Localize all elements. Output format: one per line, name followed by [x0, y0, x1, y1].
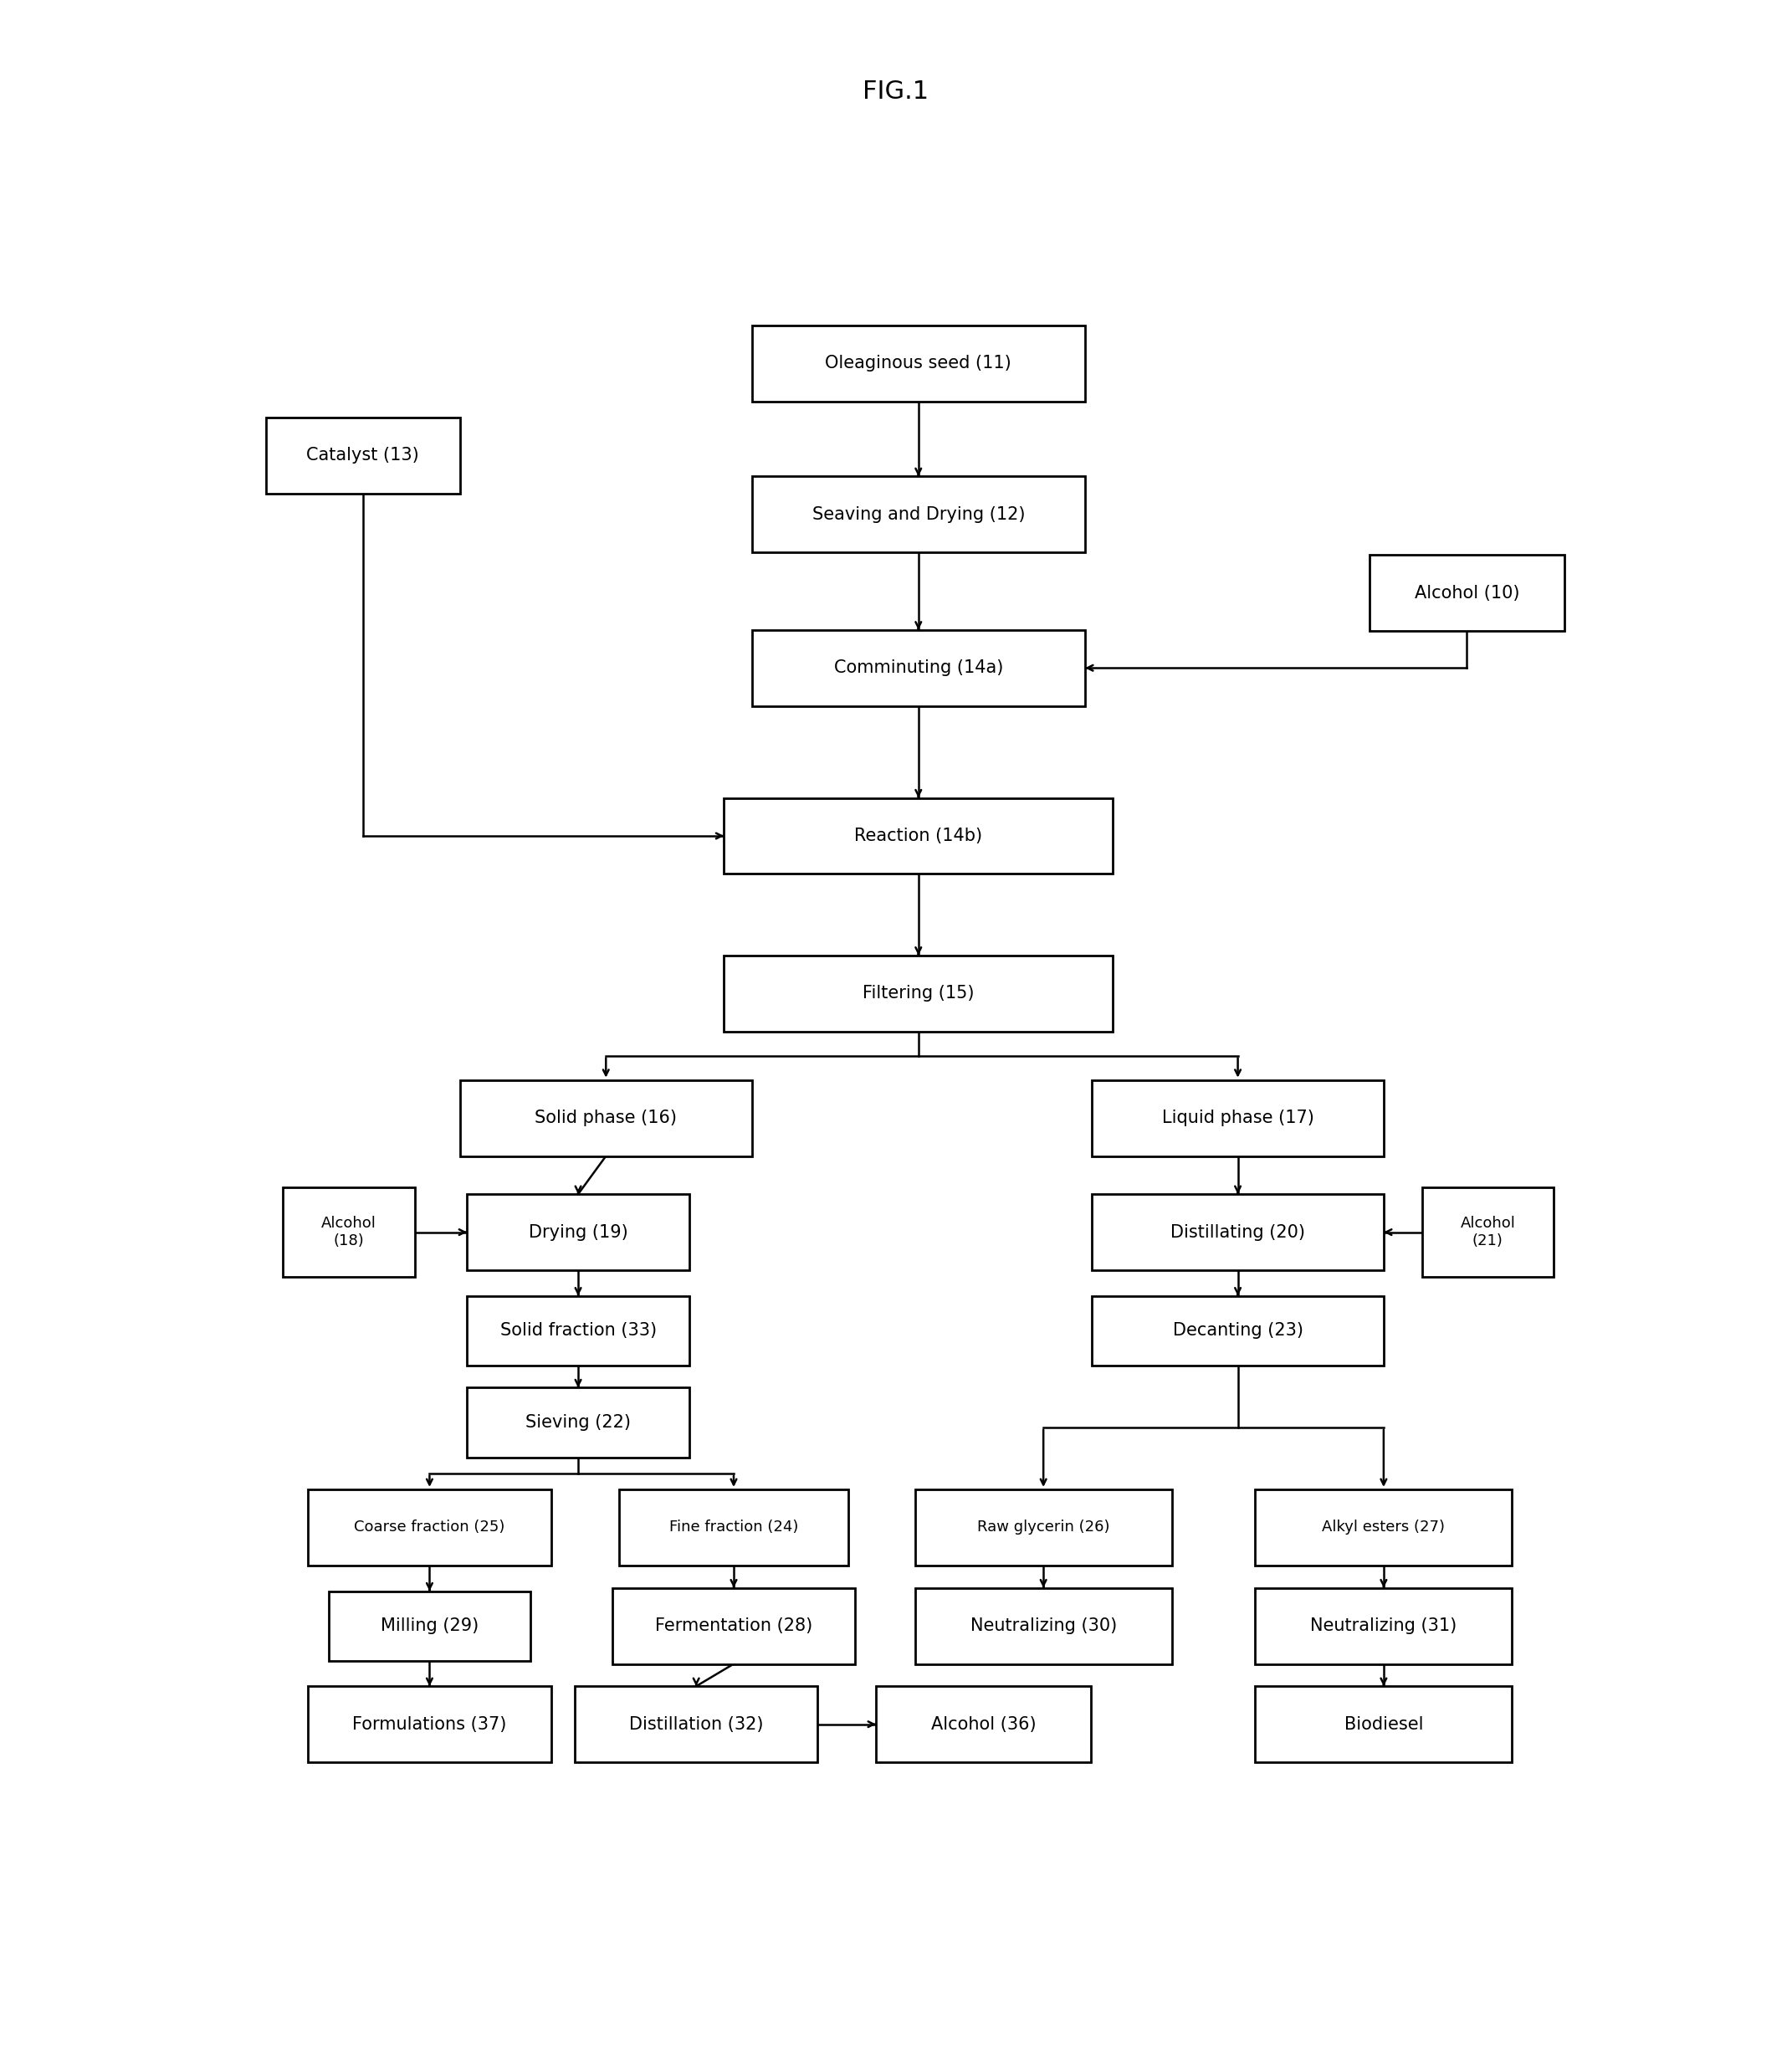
Text: FIG.1: FIG.1 [864, 80, 928, 104]
Text: Distillation (32): Distillation (32) [629, 1716, 763, 1732]
FancyBboxPatch shape [283, 1188, 416, 1276]
FancyBboxPatch shape [916, 1489, 1172, 1566]
FancyBboxPatch shape [1091, 1194, 1383, 1270]
Text: Comminuting (14a): Comminuting (14a) [833, 661, 1004, 677]
Text: Neutralizing (31): Neutralizing (31) [1310, 1618, 1457, 1634]
FancyBboxPatch shape [724, 798, 1113, 873]
Text: Biodiesel: Biodiesel [1344, 1716, 1423, 1732]
Text: Neutralizing (30): Neutralizing (30) [969, 1618, 1116, 1634]
Text: Raw glycerin (26): Raw glycerin (26) [977, 1519, 1109, 1536]
FancyBboxPatch shape [330, 1591, 530, 1661]
Text: Alcohol
(21): Alcohol (21) [1460, 1217, 1516, 1247]
FancyBboxPatch shape [876, 1687, 1091, 1763]
Text: Solid phase (16): Solid phase (16) [534, 1110, 677, 1127]
FancyBboxPatch shape [1091, 1080, 1383, 1155]
Text: Decanting (23): Decanting (23) [1172, 1323, 1303, 1339]
FancyBboxPatch shape [1254, 1587, 1512, 1665]
Text: Seaving and Drying (12): Seaving and Drying (12) [812, 505, 1025, 524]
FancyBboxPatch shape [753, 630, 1086, 706]
FancyBboxPatch shape [753, 476, 1086, 552]
Text: Alcohol (10): Alcohol (10) [1414, 585, 1520, 601]
Text: Fine fraction (24): Fine fraction (24) [668, 1519, 797, 1536]
FancyBboxPatch shape [916, 1587, 1172, 1665]
FancyBboxPatch shape [575, 1687, 817, 1763]
Text: Catalyst (13): Catalyst (13) [306, 448, 419, 464]
FancyBboxPatch shape [613, 1587, 855, 1665]
FancyBboxPatch shape [1421, 1188, 1554, 1276]
FancyBboxPatch shape [468, 1194, 690, 1270]
FancyBboxPatch shape [1254, 1489, 1512, 1566]
Text: Fermentation (28): Fermentation (28) [654, 1618, 812, 1634]
Text: Alcohol (36): Alcohol (36) [932, 1716, 1036, 1732]
FancyBboxPatch shape [1091, 1297, 1383, 1366]
FancyBboxPatch shape [1369, 554, 1564, 632]
Text: Drying (19): Drying (19) [529, 1223, 627, 1241]
Text: Coarse fraction (25): Coarse fraction (25) [355, 1519, 505, 1536]
Text: Formulations (37): Formulations (37) [353, 1716, 507, 1732]
FancyBboxPatch shape [468, 1389, 690, 1458]
FancyBboxPatch shape [618, 1489, 848, 1566]
Text: Oleaginous seed (11): Oleaginous seed (11) [826, 356, 1011, 372]
FancyBboxPatch shape [308, 1489, 552, 1566]
Text: Sieving (22): Sieving (22) [525, 1413, 631, 1432]
FancyBboxPatch shape [1254, 1687, 1512, 1763]
Text: Alkyl esters (27): Alkyl esters (27) [1322, 1519, 1444, 1536]
Text: Filtering (15): Filtering (15) [862, 986, 975, 1002]
Text: Distillating (20): Distillating (20) [1170, 1223, 1305, 1241]
Text: Alcohol
(18): Alcohol (18) [321, 1217, 376, 1247]
Text: Liquid phase (17): Liquid phase (17) [1161, 1110, 1314, 1127]
FancyBboxPatch shape [753, 325, 1086, 401]
FancyBboxPatch shape [461, 1080, 753, 1155]
Text: Reaction (14b): Reaction (14b) [855, 828, 982, 845]
Text: Milling (29): Milling (29) [380, 1618, 478, 1634]
FancyBboxPatch shape [468, 1297, 690, 1366]
Text: Solid fraction (33): Solid fraction (33) [500, 1323, 656, 1339]
FancyBboxPatch shape [265, 417, 461, 493]
FancyBboxPatch shape [724, 955, 1113, 1031]
FancyBboxPatch shape [308, 1687, 552, 1763]
